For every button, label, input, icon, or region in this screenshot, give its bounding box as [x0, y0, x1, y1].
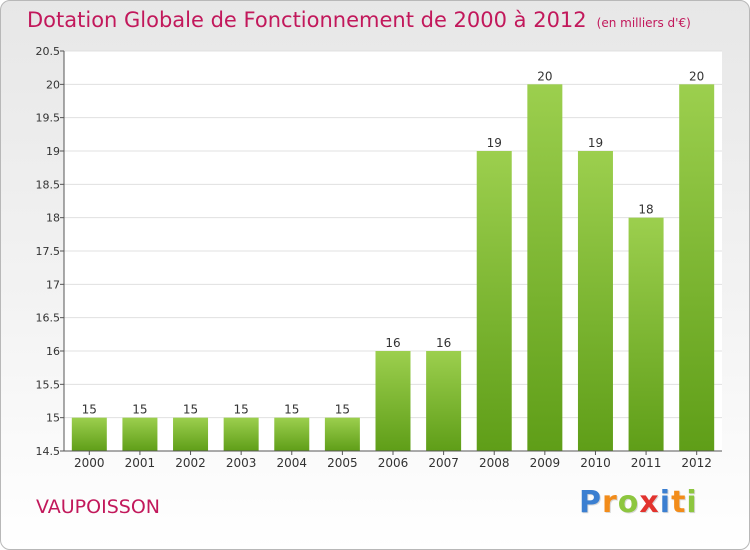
bar: [527, 84, 563, 451]
bar: [426, 351, 462, 451]
bar-value-label: 15: [234, 403, 249, 417]
bar: [122, 417, 158, 451]
y-tick-label: 19: [46, 145, 60, 158]
logo-letter: t: [671, 485, 687, 520]
x-tick-label: 2010: [580, 456, 611, 470]
proxiti-logo: Proxiti: [579, 485, 698, 520]
chart-unit: (en milliers d'€): [596, 16, 691, 30]
logo-letter: x: [639, 485, 660, 520]
bar-value-label: 20: [537, 69, 552, 83]
x-tick-label: 2011: [631, 456, 662, 470]
x-tick-label: 2007: [428, 456, 459, 470]
bar-value-label: 19: [487, 136, 502, 150]
y-tick-label: 19.5: [36, 112, 61, 125]
bar-value-label: 16: [436, 336, 451, 350]
bar-value-label: 15: [183, 403, 198, 417]
bar: [577, 151, 613, 451]
y-tick-label: 20: [46, 78, 60, 91]
y-tick-label: 16.5: [36, 312, 61, 325]
bar-value-label: 15: [132, 403, 147, 417]
logo-letter: r: [602, 485, 618, 520]
x-tick-label: 2008: [479, 456, 510, 470]
axes: [60, 50, 722, 455]
bars: [71, 84, 715, 451]
logo-letter: i: [686, 485, 698, 520]
bar-value-label: 15: [284, 403, 299, 417]
y-tick-label: 17.5: [36, 245, 61, 258]
bar: [679, 84, 715, 451]
bar-value-label: 16: [385, 336, 400, 350]
bar: [173, 417, 209, 451]
bar: [476, 151, 512, 451]
y-tick-label: 14.5: [36, 445, 61, 458]
bar-value-label: 20: [689, 69, 704, 83]
bar: [71, 417, 107, 451]
title-text: Dotation Globale de Fonctionnement de 20…: [27, 8, 587, 32]
y-tick-label: 20.5: [36, 45, 61, 58]
bar-value-label: 18: [638, 203, 653, 217]
x-tick-label: 2005: [327, 456, 358, 470]
x-tick-label: 2002: [175, 456, 206, 470]
x-tick-label: 2000: [74, 456, 105, 470]
x-tick-label: 2004: [276, 456, 307, 470]
commune-name: VAUPOISSON: [36, 496, 160, 518]
bar-value-label: 15: [82, 403, 97, 417]
logo-letter: i: [659, 485, 672, 520]
bar: [375, 351, 411, 451]
y-tick-label: 15.5: [36, 378, 61, 391]
x-tick-label: 2006: [378, 456, 409, 470]
bar-value-label: 15: [335, 403, 350, 417]
chart-title: Dotation Globale de Fonctionnement de 20…: [27, 8, 691, 32]
x-tick-label: 2009: [530, 456, 561, 470]
bar: [324, 417, 360, 451]
bar: [274, 417, 310, 451]
data-labels: 15 15 15 15 15 15 16 16 19 20 19 18 20: [82, 69, 705, 416]
x-tick-labels: 2000 2001 2002 2003 2004 2005 2006 2007 2008 2009…: [74, 456, 712, 470]
y-tick-label: 18: [46, 212, 60, 225]
y-tick-label: 17: [46, 278, 60, 291]
x-tick-label: 2003: [226, 456, 257, 470]
y-tick-label: 15: [46, 412, 60, 425]
y-tick-label: 16: [46, 345, 60, 358]
y-tick-labels: 14.5 15 15.5 16 16.5 17 17.5 18 18.5 19 19.5 20 20.5: [36, 45, 61, 458]
logo-letter: P: [579, 485, 602, 520]
x-tick-label: 2012: [681, 456, 712, 470]
x-tick-label: 2001: [125, 456, 156, 470]
logo-letter: o: [617, 485, 640, 520]
bar: [628, 217, 664, 451]
bar-value-label: 19: [588, 136, 603, 150]
bar: [223, 417, 259, 451]
y-tick-label: 18.5: [36, 178, 61, 191]
